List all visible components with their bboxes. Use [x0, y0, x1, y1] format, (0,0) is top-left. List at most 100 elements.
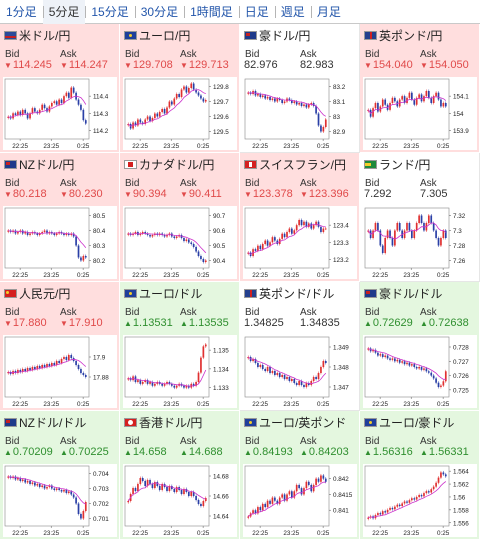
- mini-chart[interactable]: 17.9 17.88 22:25 23:25 0:25: [3, 335, 117, 408]
- pair-name[interactable]: ユーロ/円: [139, 28, 191, 43]
- candle-body: [384, 238, 387, 253]
- pair-name[interactable]: カナダドル/円: [139, 157, 215, 172]
- candle-body: [19, 370, 22, 372]
- candle-body: [175, 236, 178, 238]
- timeframe-tab-4[interactable]: 30分足: [134, 0, 184, 24]
- candle-body: [430, 97, 433, 103]
- rate-card[interactable]: 英ポンド/円 Bid Ask ▼154.040 ▼154.050 154.1 154 153.…: [360, 24, 480, 153]
- pair-name[interactable]: 英ポンド/円: [379, 28, 443, 43]
- rate-card[interactable]: ユーロ/円 Bid Ask ▼129.708 ▼129.713 129.8 129.7 129…: [120, 24, 240, 153]
- pair-title[interactable]: 豪ドル/円: [244, 28, 311, 43]
- rate-card[interactable]: スイスフラン/円 Bid Ask ▼123.378 ▼123.396 123.4 123.3…: [240, 153, 360, 282]
- mini-chart[interactable]: 80.5 80.4 80.3 80.2 22:25 23:25 0:25: [3, 206, 117, 279]
- pair-name[interactable]: ユーロ/英ポンド: [259, 415, 347, 430]
- rate-card[interactable]: カナダドル/円 Bid Ask ▼90.394 ▼90.411 90.7 90.6 90.5 9…: [120, 153, 240, 282]
- trend-arrow-icon: ▼: [60, 319, 68, 328]
- pair-title[interactable]: 人民元/円: [4, 286, 71, 301]
- timeframe-tab-3[interactable]: 15分足: [85, 0, 134, 24]
- y-tick-label: 80.4: [93, 228, 106, 235]
- pair-name[interactable]: 香港ドル/円: [139, 415, 203, 430]
- candle-body: [139, 233, 142, 235]
- timeframe-tab-7[interactable]: 週足: [274, 0, 311, 24]
- rate-card[interactable]: 香港ドル/円 Bid Ask ▲14.658 ▲14.688 14.68 14.66 14.6…: [120, 411, 240, 540]
- pair-title[interactable]: 香港ドル/円: [124, 415, 203, 430]
- mini-chart[interactable]: 123.4 123.3 123.2 22:25 23:25 0:25: [243, 206, 357, 279]
- pair-title[interactable]: スイスフラン/円: [244, 157, 346, 172]
- rate-card[interactable]: ユーロ/英ポンド Bid Ask ▲0.84193 ▲0.84203 0.842 0.841…: [240, 411, 360, 540]
- ch-flag-icon: [244, 159, 257, 169]
- candle-body: [161, 383, 163, 386]
- pair-title[interactable]: NZドル/ドル: [4, 415, 87, 430]
- pair-name[interactable]: ユーロ/豪ドル: [379, 415, 455, 430]
- pair-title[interactable]: 豪ドル/ドル: [364, 286, 443, 301]
- pair-title[interactable]: ユーロ/ドル: [124, 286, 203, 301]
- rate-card[interactable]: ユーロ/ドル Bid Ask ▲1.13531 ▲1.13535 1.135 1.134 1.…: [120, 282, 240, 411]
- pair-title[interactable]: カナダドル/円: [124, 157, 215, 172]
- mini-chart[interactable]: 90.7 90.6 90.5 90.4 22:25 23:25 0:25: [123, 206, 237, 279]
- timeframe-tab-2[interactable]: 5分足: [42, 0, 86, 24]
- pair-name[interactable]: 英ポンド/ドル: [259, 286, 335, 301]
- candle-body: [43, 104, 46, 109]
- pair-title[interactable]: ユーロ/豪ドル: [364, 415, 455, 430]
- pair-name[interactable]: ユーロ/ドル: [139, 286, 203, 301]
- candle-body: [288, 98, 291, 100]
- mini-chart[interactable]: 14.68 14.66 14.64 22:25 23:25 0:25: [123, 464, 237, 537]
- rate-card[interactable]: ランド/円 Bid Ask 7.292 7.305 7.32 7.3 7.28 7.26 22:2…: [360, 153, 480, 282]
- rate-card[interactable]: ユーロ/豪ドル Bid Ask ▲1.56316 ▲1.56331 1.564 1.562 1…: [360, 411, 480, 540]
- rate-card[interactable]: 米ドル/円 Bid Ask ▼114.245 ▼114.247 114.4 114.3 114…: [0, 24, 120, 153]
- rate-card[interactable]: NZドル/ドル Bid Ask ▲0.70209 ▲0.70225 0.704 0.703 0…: [0, 411, 120, 540]
- candle-body: [34, 367, 36, 369]
- pair-name[interactable]: 豪ドル/ドル: [379, 286, 443, 301]
- candle-body: [21, 369, 24, 372]
- pair-title[interactable]: ユーロ/円: [124, 28, 191, 43]
- pair-name[interactable]: 人民元/円: [19, 286, 71, 301]
- mini-chart[interactable]: 1.135 1.134 1.133 22:25 23:25 0:25: [123, 335, 237, 408]
- trend-arrow-icon: ▼: [60, 61, 68, 70]
- mini-chart[interactable]: 129.8 129.7 129.6 129.5 22:25 23:25 0:25: [123, 77, 237, 150]
- pair-title[interactable]: 米ドル/円: [4, 28, 71, 43]
- mini-chart[interactable]: 0.842 0.8415 0.841 22:25 23:25 0:25: [243, 464, 357, 537]
- pair-name[interactable]: 豪ドル/円: [259, 28, 311, 43]
- mini-chart[interactable]: 1.349 1.348 1.347 22:25 23:25 0:25: [243, 335, 357, 408]
- pair-name[interactable]: 米ドル/円: [19, 28, 71, 43]
- mini-chart[interactable]: 83.2 83.1 83 82.9 22:25 23:25 0:25: [243, 77, 357, 150]
- candle-body: [149, 116, 151, 121]
- mini-chart[interactable]: 114.4 114.3 114.2 22:25 23:25 0:25: [3, 77, 117, 150]
- eu-flag-icon: [124, 288, 137, 298]
- candle-body: [185, 86, 188, 93]
- pair-name[interactable]: NZドル/円: [19, 157, 75, 172]
- mini-chart[interactable]: 0.704 0.703 0.702 0.701 22:25 23:25 0:25: [3, 464, 117, 537]
- rate-card[interactable]: 豪ドル/円 Bid Ask 82.976 82.983 83.2 83.1 83 82.9 22:…: [240, 24, 360, 153]
- mini-chart[interactable]: 7.32 7.3 7.28 7.26 22:25 23:25 0:25: [363, 206, 477, 279]
- timeframe-tab-6[interactable]: 日足: [238, 0, 275, 24]
- pair-title[interactable]: ユーロ/英ポンド: [244, 415, 347, 430]
- rate-card[interactable]: 豪ドル/ドル Bid Ask ▲0.72629 ▲0.72638 0.728 0.727 0.…: [360, 282, 480, 411]
- candle-body: [320, 226, 322, 232]
- mini-chart[interactable]: 1.564 1.562 1.56 1.558 1.556 22:25 23:25 0:25: [363, 464, 477, 537]
- pair-name[interactable]: NZドル/ドル: [19, 415, 87, 430]
- pair-title[interactable]: 英ポンド/円: [364, 28, 443, 43]
- candle-body: [14, 371, 17, 373]
- candle-body: [171, 101, 173, 105]
- candle-body: [413, 498, 416, 500]
- timeframe-tab-5[interactable]: 1時間足: [184, 0, 239, 24]
- candle-body: [300, 381, 303, 385]
- candle-body: [168, 101, 171, 108]
- rate-card[interactable]: 人民元/円 Bid Ask ▼17.880 ▼17.910 17.9 17.88 22:25 2…: [0, 282, 120, 411]
- mini-chart[interactable]: 0.728 0.727 0.726 0.725 22:25 23:25 0:25: [363, 335, 477, 408]
- candle-body: [418, 215, 420, 223]
- rate-card[interactable]: NZドル/円 Bid Ask ▼80.218 ▼80.230 80.5 80.4 80.3 80…: [0, 153, 120, 282]
- pair-name[interactable]: スイスフラン/円: [259, 157, 346, 172]
- rate-card[interactable]: 英ポンド/ドル Bid Ask 1.34825 1.34835 1.349 1.348 1.3…: [240, 282, 360, 411]
- x-tick-label: 22:25: [372, 530, 388, 537]
- timeframe-tab-8[interactable]: 月足: [310, 0, 347, 24]
- pair-title[interactable]: NZドル/円: [4, 157, 75, 172]
- candle-body: [197, 92, 200, 96]
- mini-chart[interactable]: 154.1 154 153.9 22:25 23:25 0:25: [363, 77, 477, 150]
- pair-name[interactable]: ランド/円: [379, 157, 431, 172]
- candle-body: [259, 94, 262, 97]
- pair-title[interactable]: ランド/円: [364, 157, 431, 172]
- pair-title[interactable]: 英ポンド/ドル: [244, 286, 335, 301]
- candle-body: [187, 239, 190, 243]
- timeframe-tab-1[interactable]: 1分足: [6, 5, 37, 19]
